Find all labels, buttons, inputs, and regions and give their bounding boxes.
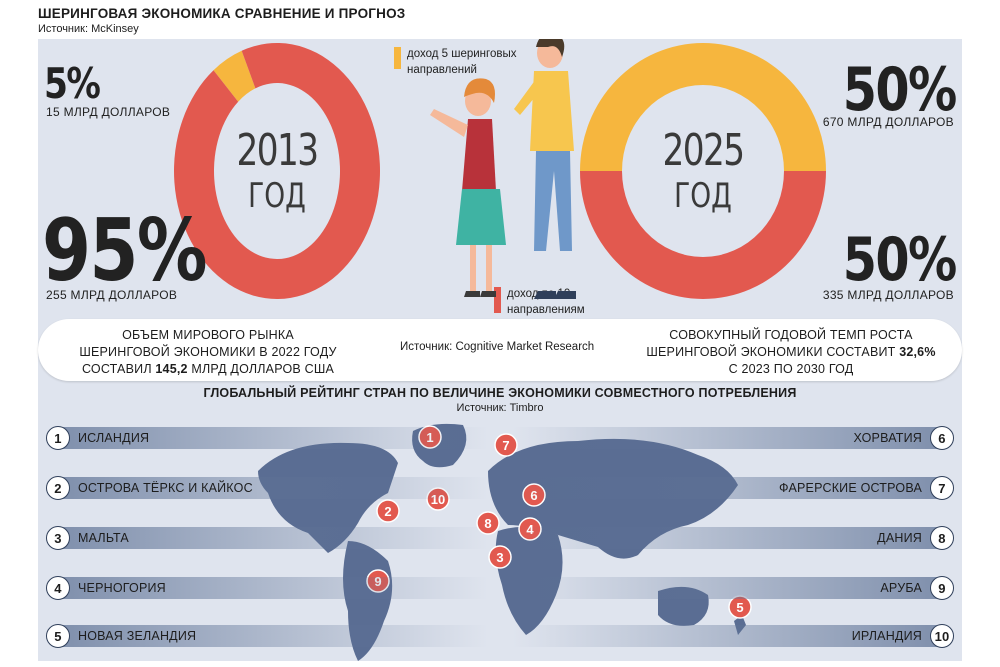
d2025-slice-1 [580, 171, 826, 299]
ranking-bar [58, 527, 488, 549]
page-title: ШЕРИНГОВАЯ ЭКОНОМИКА СРАВНЕНИЕ И ПРОГНОЗ [38, 6, 406, 21]
rank-number: 8 [930, 526, 954, 550]
ranking-bar [58, 477, 488, 499]
map-pin-2: 2 [376, 499, 400, 523]
ranking-source: Источник: Timbro [456, 402, 544, 414]
rank-number: 4 [46, 576, 70, 600]
country-name: АРУБА [880, 581, 922, 595]
ranking-row: 6 ХОРВАТИЯ [512, 425, 954, 451]
map-pin-3: 3 [488, 545, 512, 569]
legend-orange-line1: доход 5 шеринговых [407, 48, 517, 60]
map-pin-label: 8 [484, 516, 491, 531]
ranking-bar [58, 577, 488, 599]
donut-2025-svg [580, 43, 826, 299]
legend-orange-line2: направлений [407, 63, 477, 76]
pct-2013-top: 5% [44, 59, 101, 108]
rank-number: 5 [46, 624, 70, 648]
ranking-title: ГЛОБАЛЬНЫЙ РЕЙТИНГ СТРАН ПО ВЕЛИЧИНЕ ЭКО… [203, 386, 797, 400]
ranking-bar [512, 625, 942, 647]
pct-2013-bottom: 95% [42, 201, 208, 301]
ranking-bar [58, 625, 488, 647]
god-2025-label: ГОД [674, 176, 732, 216]
sub-2025-bottom: 335 МЛРД ДОЛЛАРОВ [822, 288, 954, 302]
ranking-row: 5 НОВАЯ ЗЕЛАНДИЯ [46, 623, 488, 649]
rank-number: 10 [930, 624, 954, 648]
market-volume-line2: ШЕРИНГОВОЙ ЭКОНОМИКИ В 2022 ГОДУ [79, 344, 337, 359]
country-name: ОСТРОВА ТЁРКС И КАЙКОС [78, 481, 253, 495]
country-name: НОВАЯ ЗЕЛАНДИЯ [78, 629, 197, 643]
year-2025-label: 2025 [662, 125, 745, 176]
country-name: МАЛЬТА [78, 531, 129, 545]
sub-2013-bottom: 255 МЛРД ДОЛЛАРОВ [46, 288, 178, 302]
country-name: ФАРЕРСКИЕ ОСТРОВА [779, 481, 922, 495]
year-2013-label: 2013 [236, 125, 319, 176]
ranking-bar [512, 427, 942, 449]
legend-red-swatch [494, 287, 501, 313]
pill-source: Источник: Cognitive Market Research [400, 341, 595, 353]
ranking-bar [512, 477, 942, 499]
people-illustration [430, 39, 576, 299]
rank-number: 7 [930, 476, 954, 500]
growth-rate-line2: ШЕРИНГОВОЙ ЭКОНОМИКИ СОСТАВИТ 32,6% [636, 344, 946, 361]
rank-number: 6 [930, 426, 954, 450]
infographic-panel: 2013 ГОД 2025 ГОД 5% 15 МЛРД ДОЛЛАРОВ 95… [38, 39, 962, 661]
rank-number: 2 [46, 476, 70, 500]
rank-number: 3 [46, 526, 70, 550]
growth-rate-value: 32,6% [899, 344, 936, 359]
donut-2013-svg [174, 43, 380, 300]
market-volume-prefix: СОСТАВИЛ [81, 361, 156, 376]
market-volume-suffix: МЛРД ДОЛЛАРОВ США [187, 361, 335, 376]
legend-orange: доход 5 шеринговых направлений [394, 47, 517, 78]
map-pin-label: 3 [496, 550, 503, 565]
ranking-row: 3 МАЛЬТА [46, 525, 488, 551]
growth-rate-line3: С 2023 ПО 2030 ГОД [728, 361, 854, 376]
ranking-row: 7 ФАРЕРСКИЕ ОСТРОВА [512, 475, 954, 501]
market-stats-pill: ОБЪЕМ МИРОВОГО РЫНКА ШЕРИНГОВОЙ ЭКОНОМИК… [38, 319, 962, 381]
rank-number: 1 [46, 426, 70, 450]
growth-rate-line1: СОВОКУПНЫЙ ГОДОВОЙ ТЕМП РОСТА [669, 328, 913, 342]
ranking-row: 9 АРУБА [512, 575, 954, 601]
legend-orange-swatch [394, 47, 401, 69]
market-volume-line1: ОБЪЕМ МИРОВОГО РЫНКА [122, 328, 294, 342]
d2025-slice-0 [580, 43, 826, 171]
header-source: Источник: McKinsey [38, 23, 139, 35]
market-volume-line3: СОСТАВИЛ 145,2 МЛРД ДОЛЛАРОВ США [58, 361, 358, 378]
country-name: ИСЛАНДИЯ [78, 431, 150, 445]
country-name: ЧЕРНОГОРИЯ [78, 581, 166, 595]
ranking-row: 1 ИСЛАНДИЯ [46, 425, 488, 451]
sub-2013-top: 15 МЛРД ДОЛЛАРОВ [46, 105, 171, 119]
market-volume-value: 145,2 [155, 361, 188, 376]
map-pin-label: 2 [384, 504, 391, 519]
map-pin-label: 7 [502, 438, 509, 453]
ranking-row: 2 ОСТРОВА ТЁРКС И КАЙКОС [46, 475, 488, 501]
map-pin-5: 5 [728, 595, 752, 619]
god-2013-label: ГОД [248, 176, 306, 216]
country-name: ХОРВАТИЯ [853, 431, 922, 445]
market-volume-text: ОБЪЕМ МИРОВОГО РЫНКА ШЕРИНГОВОЙ ЭКОНОМИК… [58, 327, 358, 378]
donut-2025: 2025 ГОД [578, 39, 828, 304]
ranking-bar [512, 577, 942, 599]
country-name: ИРЛАНДИЯ [851, 629, 922, 643]
ranking-row: 4 ЧЕРНОГОРИЯ [46, 575, 488, 601]
pct-2025-bottom: 50% [843, 225, 957, 295]
donut-2013: 2013 ГОД [172, 39, 382, 304]
d2013-slice-0 [213, 50, 256, 102]
growth-rate-prefix: ШЕРИНГОВОЙ ЭКОНОМИКИ СОСТАВИТ [646, 344, 900, 359]
ranking-bar [512, 527, 942, 549]
country-name: ДАНИЯ [877, 531, 922, 545]
d2013-slice-1 [174, 43, 380, 300]
pct-2025-top: 50% [843, 55, 957, 125]
map-pin-label: 5 [736, 600, 743, 615]
ranking-row: 10 ИРЛАНДИЯ [512, 623, 954, 649]
rank-number: 9 [930, 576, 954, 600]
sub-2025-top: 670 МЛРД ДОЛЛАРОВ [822, 115, 954, 129]
header: ШЕРИНГОВАЯ ЭКОНОМИКА СРАВНЕНИЕ И ПРОГНОЗ… [38, 6, 405, 35]
ranking-bar [58, 427, 488, 449]
legend-red-line2: направлениям [507, 303, 585, 316]
growth-rate-text: СОВОКУПНЫЙ ГОДОВОЙ ТЕМП РОСТА ШЕРИНГОВОЙ… [636, 327, 946, 378]
ranking-row: 8 ДАНИЯ [512, 525, 954, 551]
